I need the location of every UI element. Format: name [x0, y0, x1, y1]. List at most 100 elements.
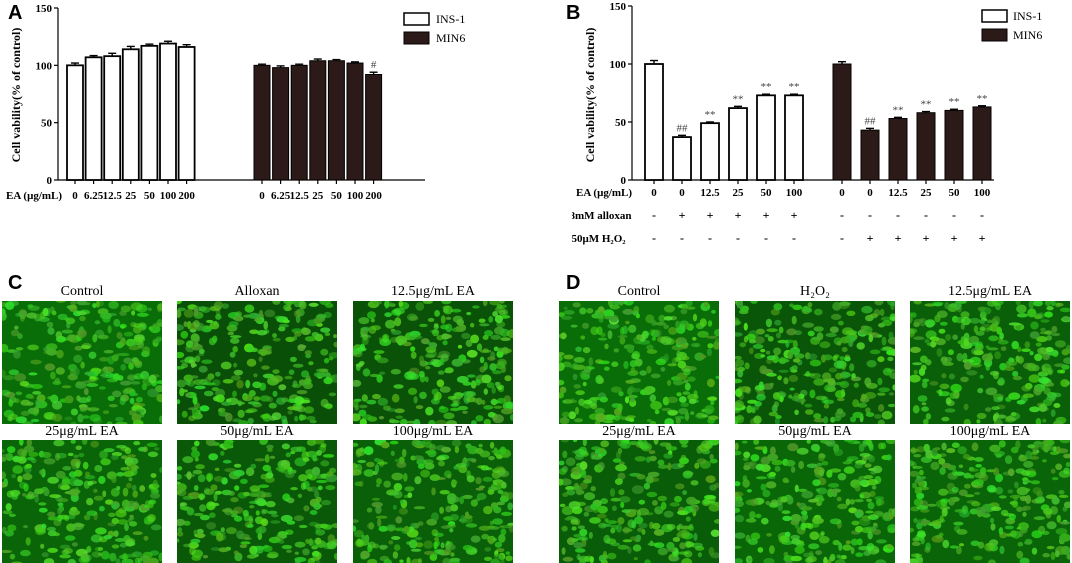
micrograph-label: H₂O₂ [735, 284, 895, 300]
significance-mark: # [371, 59, 377, 71]
x-tick-label: 0 [839, 187, 845, 199]
cell-texture [910, 301, 1070, 424]
x-tick-label: 25 [312, 190, 324, 202]
micrograph-label: Control [559, 284, 719, 300]
y-axis-label: Cell vability(% of control) [9, 28, 23, 163]
x-row-label-ea: EA (μg/mL) [576, 187, 632, 199]
micrograph-label: 50μg/mL EA [177, 424, 337, 440]
x-tick-label: 12.5 [103, 190, 123, 202]
cell-texture [2, 440, 162, 563]
bar [310, 61, 326, 180]
x-tick-label: 200 [365, 190, 382, 202]
micrograph-image [2, 301, 162, 424]
bar [179, 47, 195, 180]
x-tick-label: 12.5 [290, 190, 310, 202]
chart-a: Cell vability(% of control) EA (μg/mL) I… [0, 0, 540, 220]
significance-mark: ** [977, 93, 988, 105]
alloxan-sign: - [868, 208, 872, 222]
cell-texture [177, 440, 337, 563]
bar [347, 63, 363, 180]
significance-mark: ** [893, 104, 904, 116]
legend-label-min6: MIN6 [436, 31, 465, 45]
alloxan-sign: - [896, 208, 900, 222]
y-tick-label: 150 [610, 1, 627, 13]
x-tick-label: 200 [178, 190, 195, 202]
h2o2-sign: + [951, 231, 958, 245]
h2o2-sign: - [840, 231, 844, 245]
x-tick-label: 0 [651, 187, 657, 199]
micrograph-image [2, 440, 162, 563]
cell-texture [177, 301, 337, 424]
cell-texture [910, 440, 1070, 563]
x-tick-label: 100 [974, 187, 991, 199]
micrograph-image [735, 301, 895, 424]
y-tick-label: 100 [36, 60, 53, 72]
h2o2-sign: - [736, 231, 740, 245]
cell-texture [735, 301, 895, 424]
bar [86, 57, 102, 180]
bar [123, 49, 139, 180]
micrograph-image [353, 440, 513, 563]
x-tick-label: 25 [125, 190, 137, 202]
x-tick-label: 0 [259, 190, 265, 202]
bar [366, 75, 382, 180]
x-row-label-alloxan: 18mM alloxan [572, 210, 632, 222]
significance-mark: ** [949, 96, 960, 108]
micrograph-label: 25μg/mL EA [2, 424, 162, 440]
x-tick-label: 0 [72, 190, 78, 202]
micrograph-label: Control [2, 284, 162, 300]
y-tick-label: 150 [36, 3, 53, 15]
h2o2-sign: - [764, 231, 768, 245]
significance-mark: ** [705, 109, 716, 121]
significance-mark: ** [789, 81, 800, 93]
significance-mark: ** [733, 93, 744, 105]
bar [160, 44, 176, 180]
bar [889, 119, 907, 180]
legend: INS-1 MIN6 [404, 12, 465, 45]
x-tick-label: 25 [921, 187, 933, 199]
bar [254, 65, 270, 180]
x-tick-label: 50 [331, 190, 343, 202]
x-tick-label: 50 [761, 187, 773, 199]
h2o2-sign: + [895, 231, 902, 245]
alloxan-sign: + [763, 208, 770, 222]
cell-texture [2, 301, 162, 424]
x-tick-label: 6.25 [84, 190, 104, 202]
h2o2-sign: - [792, 231, 796, 245]
micrograph-image [910, 440, 1070, 563]
x-tick-label: 100 [347, 190, 364, 202]
alloxan-sign: - [840, 208, 844, 222]
micrograph-image [559, 440, 719, 563]
h2o2-sign: - [652, 231, 656, 245]
alloxan-sign: - [652, 208, 656, 222]
x-tick-label: 0 [867, 187, 873, 199]
x-tick-label: 0 [679, 187, 685, 199]
cell-texture [559, 440, 719, 563]
bar [757, 95, 775, 180]
alloxan-sign: + [679, 208, 686, 222]
x-tick-label: 6.25 [271, 190, 291, 202]
x-tick-label: 50 [144, 190, 156, 202]
micrograph-label: 50μg/mL EA [735, 424, 895, 440]
micrograph-image [353, 301, 513, 424]
bar [67, 65, 83, 180]
y-tick-label: 0 [47, 175, 53, 187]
alloxan-sign: - [980, 208, 984, 222]
x-tick-label: 100 [160, 190, 177, 202]
legend-label-ins1: INS-1 [436, 12, 465, 26]
bar [673, 137, 691, 180]
micrograph-image [177, 440, 337, 563]
y-axis-label: Cell vability(% of control) [583, 28, 597, 163]
cell-texture [735, 440, 895, 563]
significance-mark: ## [677, 122, 689, 134]
bar [973, 107, 991, 180]
bar [729, 108, 747, 180]
bar [291, 65, 307, 180]
bar [785, 95, 803, 180]
alloxan-sign: + [707, 208, 714, 222]
y-tick-label: 50 [41, 118, 53, 130]
significance-mark: ** [761, 81, 772, 93]
bar [861, 130, 879, 180]
x-tick-label: 100 [786, 187, 803, 199]
micrograph-label: 12.5μg/mL EA [353, 284, 513, 300]
